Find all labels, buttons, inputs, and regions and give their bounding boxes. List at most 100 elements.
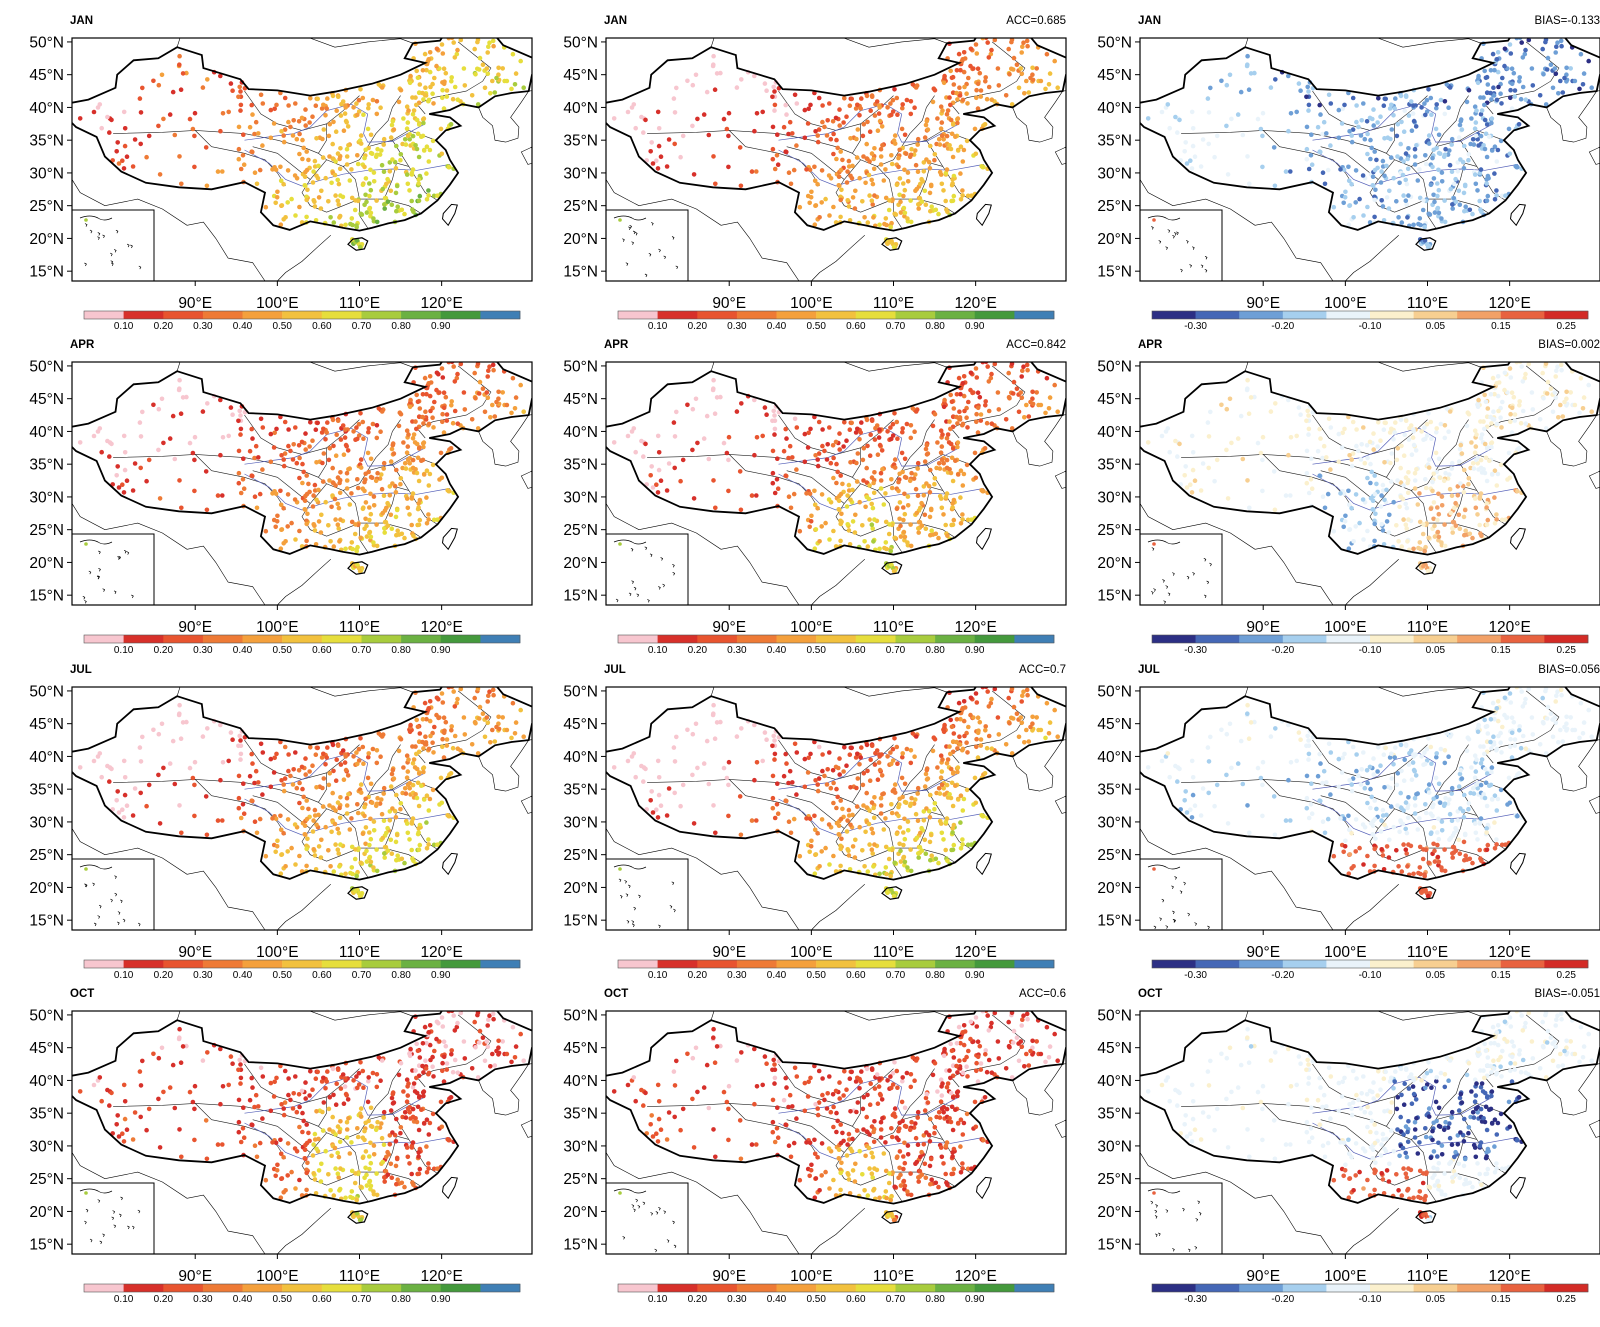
station-dot bbox=[1411, 118, 1417, 124]
station-dot bbox=[398, 152, 404, 157]
station-dot bbox=[680, 457, 686, 463]
colorbar-swatch bbox=[401, 635, 441, 643]
station-dot bbox=[960, 837, 965, 842]
station-dot bbox=[374, 522, 379, 527]
station-dot bbox=[151, 402, 156, 408]
station-dot bbox=[491, 367, 496, 373]
station-dot bbox=[1485, 517, 1491, 523]
station-dot bbox=[883, 167, 888, 172]
station-dot bbox=[1246, 87, 1252, 92]
colorbar-tick-label: -0.30 bbox=[1184, 321, 1207, 332]
station-dot bbox=[1394, 199, 1399, 204]
station-dot bbox=[237, 733, 242, 739]
station-dot bbox=[954, 90, 959, 96]
station-dot bbox=[384, 181, 389, 187]
colorbar-tick-label: 0.70 bbox=[352, 645, 372, 656]
station-dot bbox=[368, 491, 373, 497]
station-dot bbox=[1512, 412, 1518, 417]
station-dot bbox=[300, 480, 305, 486]
station-dot bbox=[278, 502, 284, 508]
station-dot bbox=[1540, 370, 1545, 376]
station-dot bbox=[933, 207, 939, 213]
colorbar-swatch bbox=[776, 960, 817, 968]
station-dot bbox=[678, 803, 683, 809]
colorbar-swatch bbox=[361, 311, 402, 319]
station-dot bbox=[421, 97, 426, 102]
station-dot bbox=[936, 211, 941, 217]
station-dot bbox=[1398, 417, 1404, 423]
station-dot bbox=[916, 526, 921, 531]
station-dot bbox=[260, 750, 266, 755]
station-dot bbox=[1519, 346, 1524, 351]
station-dot bbox=[1458, 118, 1464, 124]
station-dot bbox=[381, 136, 387, 142]
station-dot bbox=[887, 847, 892, 852]
station-dot bbox=[407, 188, 412, 193]
station-dot bbox=[335, 826, 341, 832]
station-dot bbox=[1406, 762, 1412, 767]
station-dot bbox=[927, 514, 933, 520]
station-dot bbox=[992, 687, 998, 692]
station-dot bbox=[440, 51, 446, 56]
station-dot bbox=[1331, 528, 1337, 534]
station-dot bbox=[1523, 371, 1528, 377]
station-dot bbox=[854, 785, 859, 791]
station-dot bbox=[415, 75, 421, 81]
station-dot bbox=[320, 479, 326, 484]
station-dot bbox=[424, 197, 430, 202]
station-dot bbox=[1396, 215, 1401, 220]
station-dot bbox=[109, 766, 114, 772]
station-dot bbox=[889, 112, 894, 118]
station-dot bbox=[396, 423, 402, 429]
station-dot bbox=[960, 706, 966, 711]
station-dot bbox=[831, 151, 836, 157]
station-dot bbox=[1417, 491, 1422, 496]
station-dot bbox=[378, 429, 383, 435]
station-dot bbox=[1349, 139, 1355, 145]
station-dot bbox=[1000, 29, 1005, 34]
station-dot bbox=[114, 149, 119, 154]
station-dot bbox=[1346, 502, 1352, 508]
station-dot bbox=[1491, 409, 1496, 415]
station-dot bbox=[658, 803, 664, 808]
station-dot bbox=[1461, 190, 1467, 196]
colorbar-swatch bbox=[440, 635, 481, 643]
china-border bbox=[72, 687, 532, 881]
station-dot bbox=[890, 97, 896, 103]
station-dot bbox=[891, 244, 897, 250]
station-dot bbox=[771, 408, 776, 414]
station-dot bbox=[1477, 522, 1482, 528]
station-dot bbox=[844, 180, 850, 185]
station-dot bbox=[1451, 196, 1457, 201]
station-dot bbox=[1391, 175, 1396, 181]
station-dot bbox=[1338, 167, 1343, 172]
station-dot bbox=[490, 78, 495, 84]
lon-label: 90°E bbox=[178, 295, 212, 312]
station-dot bbox=[905, 540, 910, 545]
station-dot bbox=[824, 457, 830, 462]
station-dot bbox=[1408, 423, 1414, 428]
station-dot bbox=[308, 745, 313, 750]
colorbar-swatch bbox=[1152, 635, 1196, 643]
station-dot bbox=[1458, 157, 1463, 162]
station-dot bbox=[320, 155, 326, 160]
station-dot bbox=[820, 752, 825, 757]
station-dot bbox=[690, 447, 695, 453]
station-dot bbox=[1455, 818, 1461, 823]
station-dot bbox=[1189, 490, 1195, 495]
station-dot bbox=[941, 188, 946, 193]
station-dot bbox=[1370, 183, 1376, 188]
station-dot bbox=[404, 753, 410, 758]
station-dot bbox=[784, 112, 789, 117]
station-dot bbox=[772, 89, 777, 94]
station-dot bbox=[1401, 129, 1407, 134]
station-dot bbox=[781, 448, 787, 454]
station-dot bbox=[363, 176, 369, 181]
station-dot bbox=[399, 531, 405, 537]
station-dot bbox=[1484, 522, 1490, 528]
station-dot bbox=[285, 492, 291, 497]
station-dot bbox=[950, 478, 956, 484]
colorbar-swatch bbox=[321, 311, 362, 319]
station-dot bbox=[815, 831, 820, 836]
